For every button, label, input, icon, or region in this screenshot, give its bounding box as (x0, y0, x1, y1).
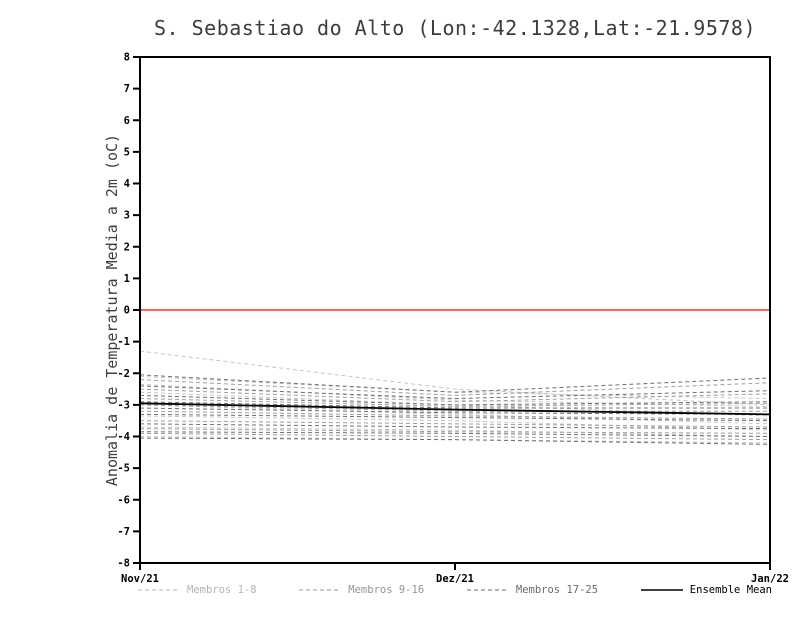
member-line (139, 428, 771, 434)
member-line (139, 394, 771, 406)
chart-title: S. Sebastiao do Alto (Lon:-42.1328,Lat:-… (154, 16, 756, 40)
y-tick-label: 4 (124, 178, 130, 190)
y-tick-label: -4 (117, 431, 130, 443)
y-tick-label: 3 (124, 210, 130, 222)
member-line (139, 379, 771, 396)
member-line (139, 350, 771, 406)
y-tick-label: -3 (117, 399, 130, 411)
member-line (139, 385, 771, 400)
x-tick-label: Dez/21 (436, 573, 474, 585)
legend: Membros 1-8 Membros 9-16 Membros 17-25 Ense… (138, 584, 772, 596)
member-line (139, 415, 771, 431)
y-tick-label: -7 (117, 526, 130, 538)
legend-label: Membros 17-25 (515, 584, 599, 596)
member-line (139, 431, 771, 437)
member-line (139, 374, 771, 393)
member-line (139, 398, 771, 407)
y-tick-label: -2 (117, 368, 130, 380)
y-tick-label: 6 (124, 115, 130, 127)
y-tick-label: 2 (124, 241, 130, 253)
y-tick-label: 1 (124, 273, 130, 285)
legend-item: Membros 9-16 (299, 584, 424, 596)
member-line (139, 404, 770, 412)
member-line (139, 413, 771, 422)
legend-item: Membros 1-8 (138, 584, 257, 596)
legend-label: Membros 1-8 (187, 584, 257, 596)
y-tick-label: -5 (117, 463, 130, 475)
y-tick-label: 7 (124, 83, 130, 95)
legend-line-sample (138, 589, 180, 591)
y-tick-label: -1 (117, 336, 130, 348)
member-line (139, 407, 771, 415)
ensemble-mean-line (139, 402, 771, 416)
member-line (139, 426, 771, 437)
legend-line-sample (466, 589, 509, 591)
member-line (139, 388, 771, 403)
x-tick-label: Nov/21 (121, 573, 159, 585)
x-tick-label: Jan/22 (751, 573, 789, 585)
y-tick-label: -8 (117, 558, 130, 570)
member-line (139, 401, 770, 409)
legend-line-sample (299, 589, 342, 591)
y-tick-label: 5 (124, 146, 130, 158)
member-line (139, 410, 771, 420)
legend-item: Membros 17-25 (466, 584, 599, 596)
legend-line-sample (640, 589, 683, 591)
legend-item: Ensemble Mean (640, 584, 772, 596)
member-line (139, 432, 771, 441)
legend-label: Ensemble Mean (689, 584, 772, 596)
y-tick-label: -6 (117, 494, 130, 506)
y-tick-label: 8 (124, 52, 130, 64)
member-line (139, 404, 771, 425)
member-line (139, 420, 771, 428)
legend-label: Membros 9-16 (348, 584, 425, 596)
member-line (139, 437, 771, 445)
y-tick-label: 0 (124, 305, 130, 317)
member-line (139, 423, 771, 430)
